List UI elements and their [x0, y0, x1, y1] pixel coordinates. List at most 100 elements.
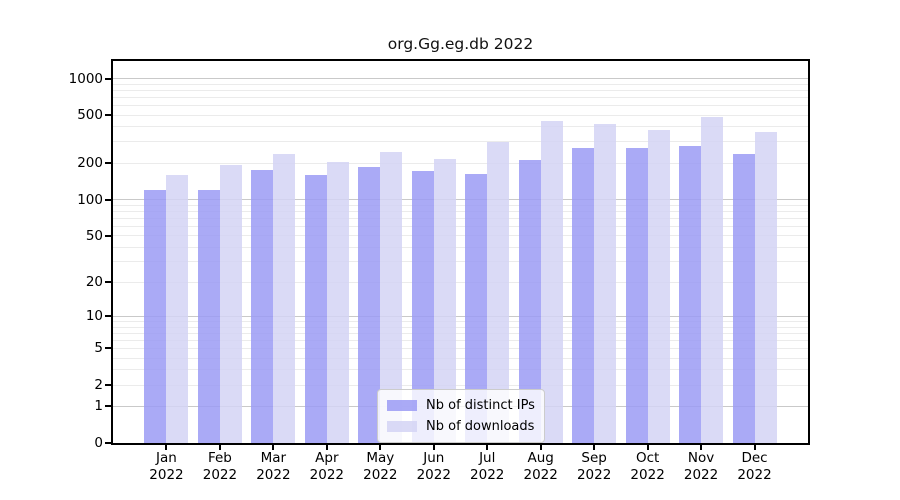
- bar-apr-distinct-ips: [304, 175, 327, 443]
- x-tick-label-mar: Mar 2022: [243, 450, 303, 483]
- bar-dec-distinct-ips: [732, 154, 755, 443]
- x-tick-year: 2022: [202, 466, 238, 483]
- gridline-minor-800: [113, 89, 808, 91]
- bar-oct-distinct-ips: [625, 148, 648, 443]
- gridline-minor-3: [113, 369, 808, 371]
- x-tick-month: Jan: [156, 450, 177, 466]
- bar-jan-downloads: [166, 174, 189, 443]
- x-tick-label-sep: Sep 2022: [564, 450, 624, 483]
- y-tick-mark-5: [105, 347, 112, 350]
- bar-jan-distinct-ips: [144, 189, 167, 443]
- x-tick-label-jun: Jun 2022: [404, 450, 464, 483]
- x-tick-mark-jun: [432, 445, 435, 450]
- x-tick-mark-oct: [646, 445, 649, 450]
- x-tick-mark-feb: [218, 445, 221, 450]
- x-tick-mark-jan: [165, 445, 168, 450]
- gridline-minor-40: [113, 246, 808, 248]
- bar-mar-downloads: [273, 153, 296, 443]
- gridline-minor-2: [113, 384, 808, 386]
- gridline-major-10: [113, 315, 808, 317]
- x-tick-month: Dec: [741, 450, 768, 466]
- x-tick-month: Feb: [207, 450, 232, 466]
- gridline-minor-4: [113, 357, 808, 359]
- bar-may-distinct-ips: [358, 167, 381, 443]
- x-tick-mark-aug: [539, 445, 542, 450]
- x-tick-mark-may: [379, 445, 382, 450]
- gridline-minor-5: [113, 347, 808, 349]
- bar-aug-downloads: [540, 120, 563, 443]
- bar-jul-distinct-ips: [465, 173, 488, 443]
- x-tick-label-nov: Nov 2022: [671, 450, 731, 483]
- gridline-minor-9: [113, 321, 808, 323]
- y-tick-mark-0: [105, 442, 112, 444]
- x-tick-year: 2022: [576, 466, 612, 483]
- legend-item-distinct-ips: Nb of distinct IPs: [387, 395, 535, 416]
- gridline-minor-700: [113, 96, 808, 98]
- x-tick-label-apr: Apr 2022: [297, 450, 357, 483]
- chart-title: org.Gg.eg.db 2022: [387, 35, 534, 53]
- y-tick-label-100: 100: [77, 191, 103, 208]
- gridline-minor-600: [113, 104, 808, 106]
- x-tick-year: 2022: [256, 466, 291, 483]
- x-tick-label-may: May 2022: [350, 450, 410, 483]
- y-tick-mark-200: [105, 162, 112, 165]
- y-tick-label-5: 5: [94, 340, 103, 357]
- x-tick-label-aug: Aug 2022: [511, 450, 571, 483]
- y-tick-mark-50: [105, 234, 112, 237]
- legend-label: Nb of downloads: [426, 419, 535, 434]
- bar-dec-downloads: [754, 132, 777, 443]
- gridline-minor-900: [113, 83, 808, 85]
- gridline-major-100: [113, 199, 808, 201]
- y-tick-label-50: 50: [85, 227, 103, 244]
- y-tick-label-10: 10: [85, 308, 103, 325]
- x-tick-mark-jul: [486, 445, 489, 450]
- y-tick-mark-1: [105, 405, 112, 408]
- gridline-minor-6: [113, 339, 808, 341]
- y-tick-mark-500: [105, 114, 112, 117]
- y-tick-mark-2: [105, 384, 112, 387]
- y-tick-mark-10: [105, 315, 112, 318]
- x-tick-label-feb: Feb 2022: [190, 450, 250, 483]
- bar-oct-downloads: [647, 129, 670, 443]
- gridline-minor-90: [113, 204, 808, 206]
- bar-feb-distinct-ips: [197, 190, 220, 443]
- legend-swatch-icon: [387, 400, 417, 411]
- gridline-major-1000: [113, 78, 808, 79]
- gridline-minor-8: [113, 326, 808, 328]
- legend-swatch-icon: [387, 421, 417, 432]
- x-tick-month: Aug: [527, 450, 554, 466]
- bar-mar-distinct-ips: [251, 170, 274, 443]
- x-tick-month: Mar: [260, 450, 287, 466]
- x-tick-month: May: [366, 450, 395, 466]
- legend-label: Nb of distinct IPs: [426, 398, 535, 413]
- gridline-minor-200: [113, 162, 808, 164]
- gridline-minor-70: [113, 217, 808, 219]
- y-tick-mark-100: [105, 198, 112, 201]
- x-tick-label-oct: Oct 2022: [618, 450, 678, 483]
- x-tick-mark-nov: [700, 445, 703, 450]
- x-tick-month: Jun: [423, 450, 445, 466]
- gridline-minor-500: [113, 114, 808, 116]
- gridline-minor-80: [113, 210, 808, 212]
- bar-may-downloads: [380, 152, 403, 443]
- bar-nov-downloads: [701, 116, 724, 443]
- x-tick-label-jan: Jan 2022: [136, 450, 196, 483]
- x-tick-mark-sep: [593, 445, 596, 450]
- gridline-minor-50: [113, 235, 808, 237]
- x-tick-year: 2022: [683, 466, 719, 483]
- y-tick-label-1: 1: [94, 398, 103, 415]
- y-tick-mark-20: [105, 281, 112, 284]
- bar-aug-distinct-ips: [518, 160, 541, 443]
- gridline-minor-400: [113, 126, 808, 128]
- legend: Nb of distinct IPs Nb of downloads: [377, 389, 545, 443]
- gridline-minor-20: [113, 281, 808, 283]
- x-tick-year: 2022: [523, 466, 558, 483]
- legend-item-downloads: Nb of downloads: [387, 416, 535, 437]
- x-tick-year: 2022: [470, 466, 505, 483]
- bar-sep-downloads: [594, 123, 617, 443]
- x-tick-year: 2022: [363, 466, 398, 483]
- x-tick-year: 2022: [149, 466, 184, 483]
- gridline-minor-300: [113, 141, 808, 143]
- x-tick-label-dec: Dec 2022: [725, 450, 785, 483]
